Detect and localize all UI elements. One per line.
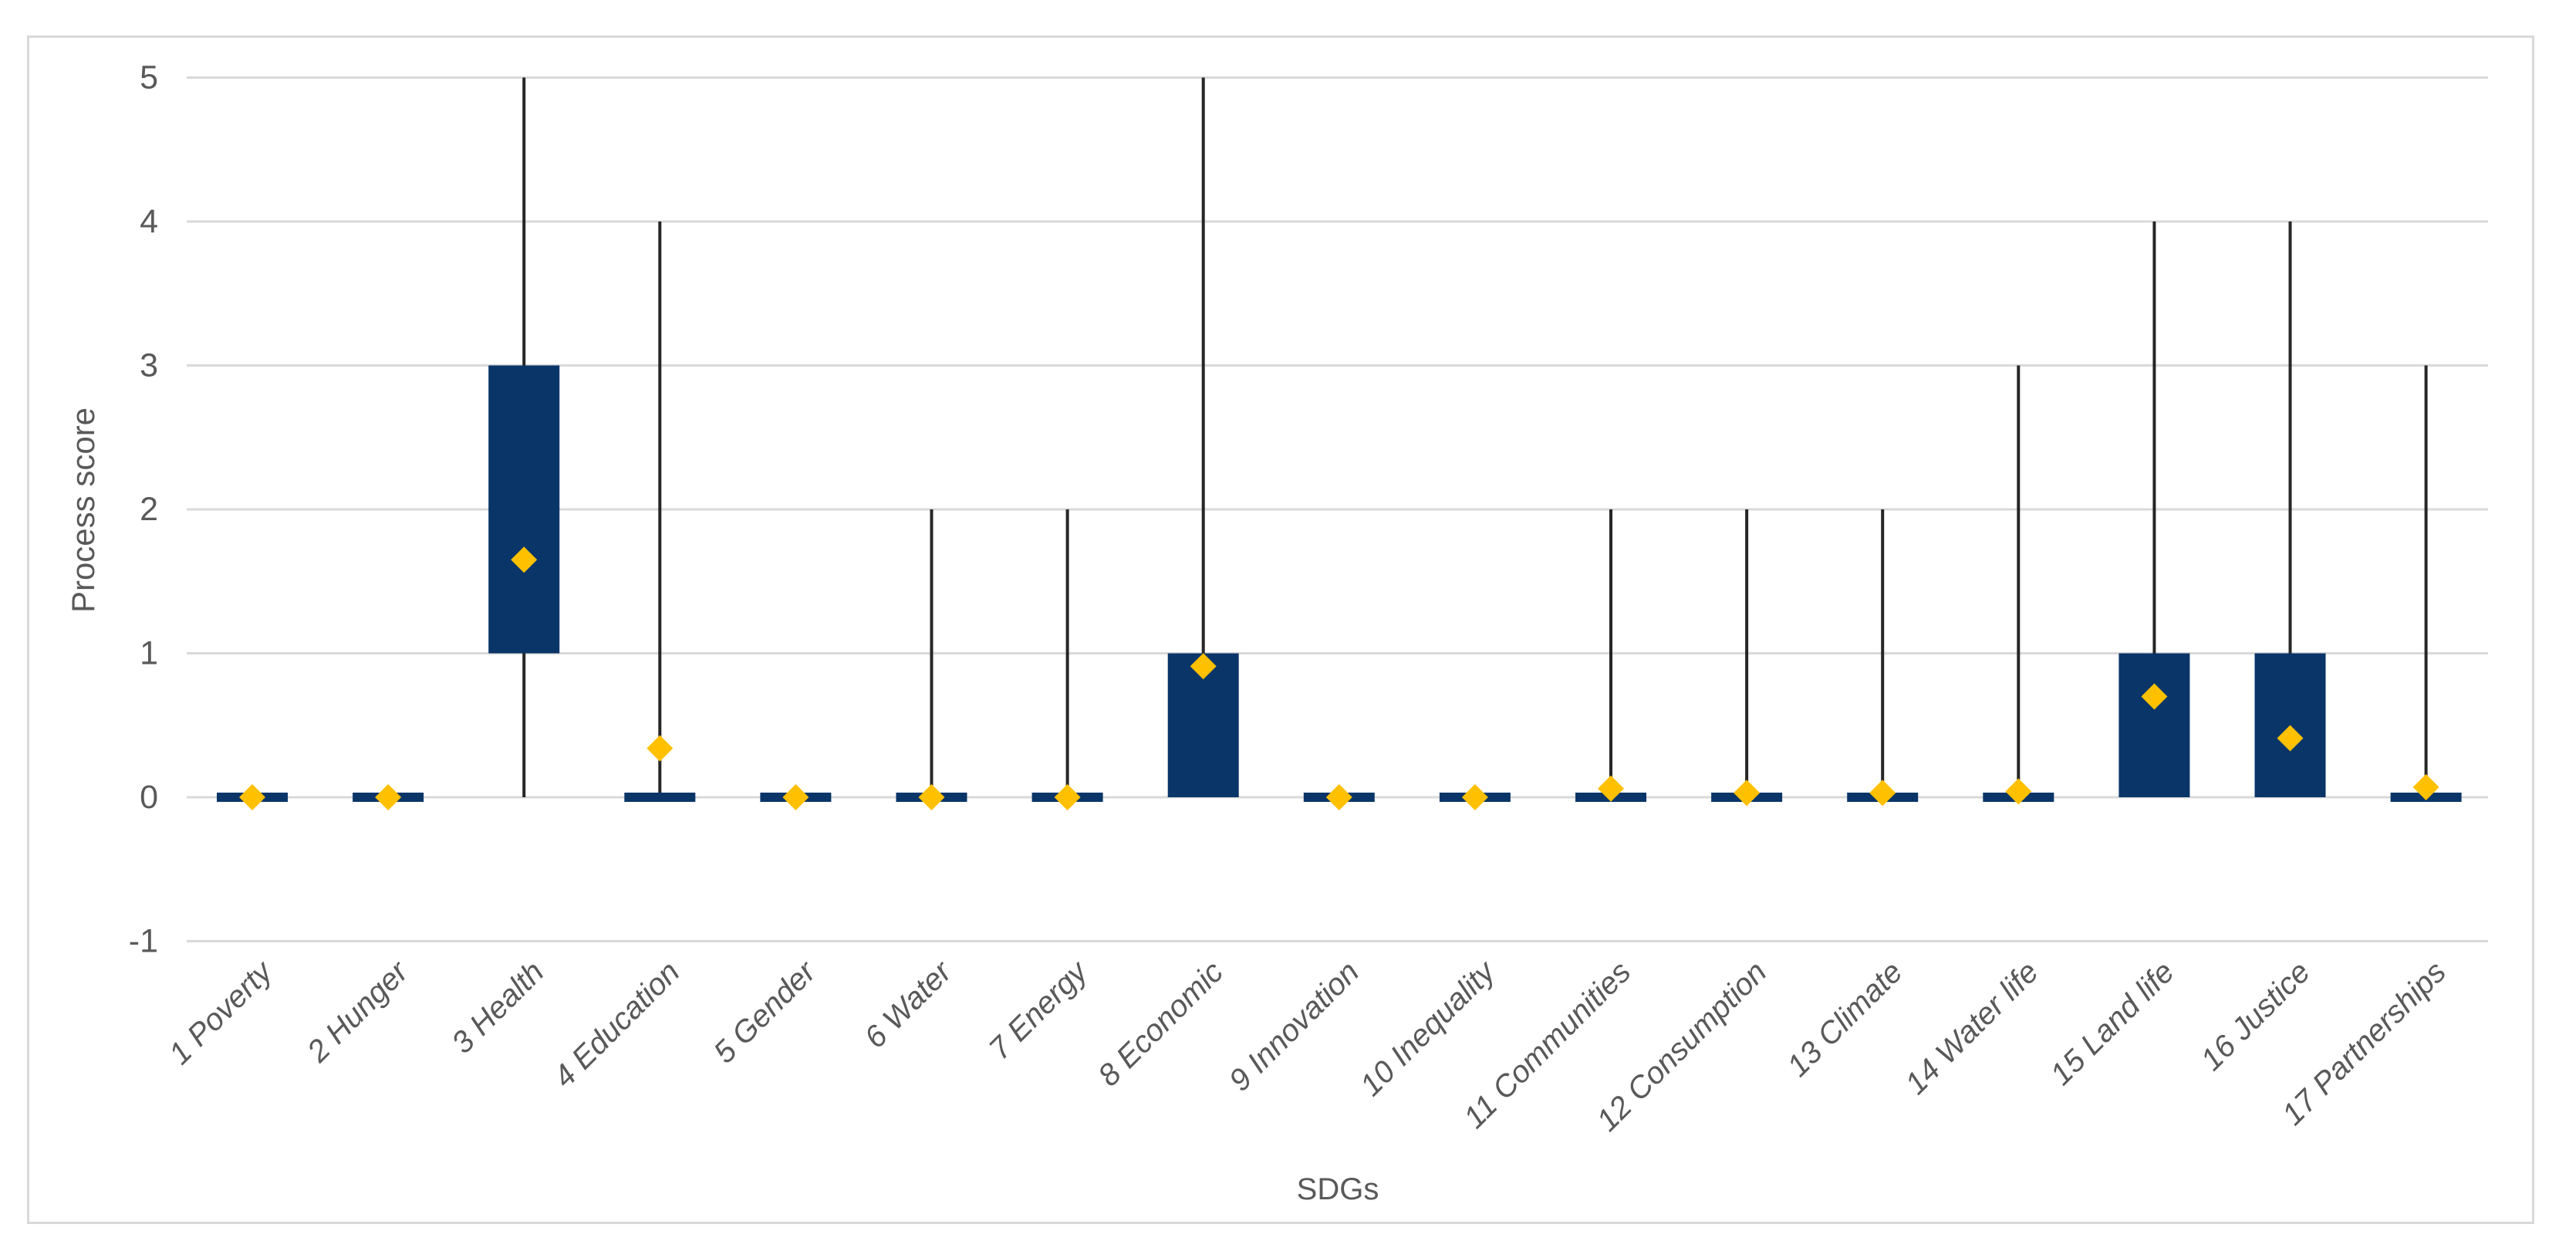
y-axis-title: Process score [65,407,101,614]
mean-marker-15-land-life [2141,683,2168,710]
y-tick-label--1: -1 [129,923,158,960]
x-category-label-7-energy: 7 Energy [983,953,1096,1066]
mean-marker-6-water [918,784,945,810]
x-axis-title: SDGs [1296,1172,1379,1206]
mean-marker-14-water-life [2005,778,2032,805]
mean-marker-13-climate [1869,779,1896,807]
mean-marker-10-inequality [1461,784,1488,810]
mean-marker-2-hunger [375,784,402,810]
mean-marker-17-partnerships [2412,773,2439,800]
x-category-label-6-water: 6 Water [858,954,959,1055]
box-3-health [488,365,560,654]
y-tick-label-0: 0 [140,779,158,816]
x-category-label-2-hunger: 2 Hunger [300,954,415,1069]
x-category-label-8-economic: 8 Economic [1092,955,1230,1093]
y-tick-label-3: 3 [140,347,158,384]
mean-marker-8-economic [1190,653,1217,680]
mean-marker-11-communities [1598,775,1624,802]
x-category-label-3-health: 3 Health [445,955,550,1060]
y-tick-label-2: 2 [140,491,158,528]
mean-marker-9-innovation [1325,784,1352,810]
mean-marker-16-justice [2277,725,2304,752]
chart-border [27,36,2534,1224]
box-15-land-life [2119,653,2190,797]
x-category-label-13-climate: 13 Climate [1781,955,1909,1083]
y-tick-label-4: 4 [140,203,158,240]
x-category-label-9-innovation: 9 Innovation [1223,955,1366,1097]
y-tick-label-5: 5 [140,59,158,96]
mean-marker-4-education [647,735,674,762]
x-category-label-1-poverty: 1 Poverty [163,953,281,1071]
mean-marker-7-energy [1054,784,1081,810]
x-category-label-15-land-life: 15 Land life [2044,955,2180,1091]
x-category-label-5-gender: 5 Gender [707,954,823,1070]
x-category-label-10-inequality: 10 Inequality [1354,953,1504,1103]
x-category-label-4-education: 4 Education [547,955,687,1094]
mean-marker-3-health [511,546,538,573]
x-category-label-16-justice: 16 Justice [2194,955,2316,1077]
mean-marker-12-consumption [1734,779,1761,807]
mean-marker-1-poverty [239,784,265,810]
mean-marker-5-gender [782,784,809,810]
box-collapsed-4-education [624,793,696,802]
y-tick-label-1: 1 [140,635,158,672]
x-category-label-14-water-life: 14 Water life [1899,955,2044,1101]
